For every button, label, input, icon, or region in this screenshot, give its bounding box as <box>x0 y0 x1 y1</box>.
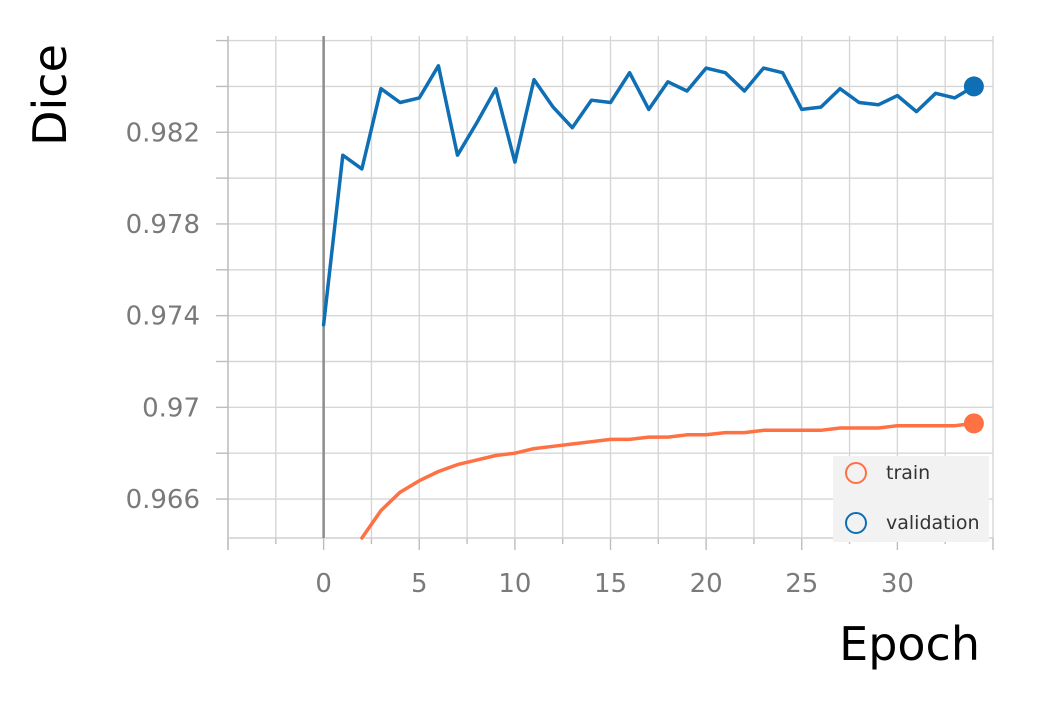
y-tick-label: 0.982 <box>126 118 200 148</box>
x-tick-label: 15 <box>594 569 627 599</box>
y-tick-label: 0.966 <box>126 485 200 515</box>
grid <box>227 36 994 538</box>
series-line-validation <box>321 64 976 327</box>
x-tick-label: 0 <box>315 569 332 599</box>
series-endpoint-train <box>963 413 984 434</box>
axes <box>216 36 994 550</box>
x-tick-label: 30 <box>881 569 914 599</box>
x-tick-label: 25 <box>785 569 818 599</box>
legend: train validation <box>833 456 989 542</box>
y-tick-label: 0.974 <box>126 302 200 332</box>
series-lines <box>321 64 984 540</box>
series-endpoint-validation <box>963 76 984 97</box>
tick-labels: 0 5 10 15 20 25 30 0.966 0.97 0.974 0.978 0.982 <box>126 118 914 599</box>
x-tick-label: 5 <box>411 569 428 599</box>
legend-marker-validation <box>845 512 867 534</box>
series-line-train <box>360 421 976 540</box>
y-tick-label: 0.978 <box>126 210 200 240</box>
x-axis-title: Epoch <box>839 617 980 671</box>
x-tick-label: 20 <box>690 569 723 599</box>
y-tick-label: 0.97 <box>142 393 200 423</box>
legend-box <box>833 456 989 542</box>
legend-marker-train <box>845 462 867 484</box>
legend-label-validation: validation <box>886 512 980 534</box>
y-axis-title: Dice <box>23 44 77 146</box>
x-tick-label: 10 <box>498 569 531 599</box>
legend-label-train: train <box>886 462 930 484</box>
